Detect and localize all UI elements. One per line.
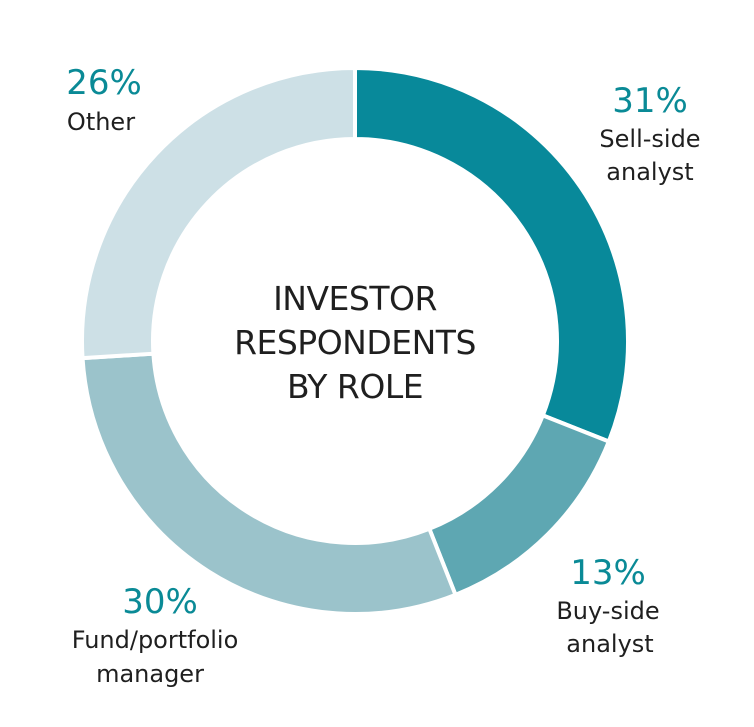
center-title-line-1: INVESTOR [273,279,437,318]
center-title-line-2: RESPONDENTS [234,323,476,362]
value-label-other: 26% [66,63,142,103]
value-label-sell-side: 31% [612,81,688,121]
slice-label-buy-side-line-1: Buy-side [556,597,659,625]
slice-label-fund-manager-line-1: Fund/portfolio [72,626,239,654]
value-label-buy-side: 13% [570,553,646,593]
donut-slice-2 [80,351,459,616]
slice-label-buy-side-line-2: analyst [566,630,653,658]
slice-label-other: Other [67,108,135,136]
slice-label-sell-side-line-1: Sell-side [599,125,700,153]
donut-slice-0 [353,65,630,445]
value-label-fund-manager: 30% [122,582,198,622]
slice-label-sell-side-line-2: analyst [606,158,693,186]
donut-slices [80,65,630,616]
donut-slice-3 [80,65,357,361]
slice-label-fund-manager-line-2: manager [96,660,204,688]
center-title-line-3: BY ROLE [287,367,423,406]
